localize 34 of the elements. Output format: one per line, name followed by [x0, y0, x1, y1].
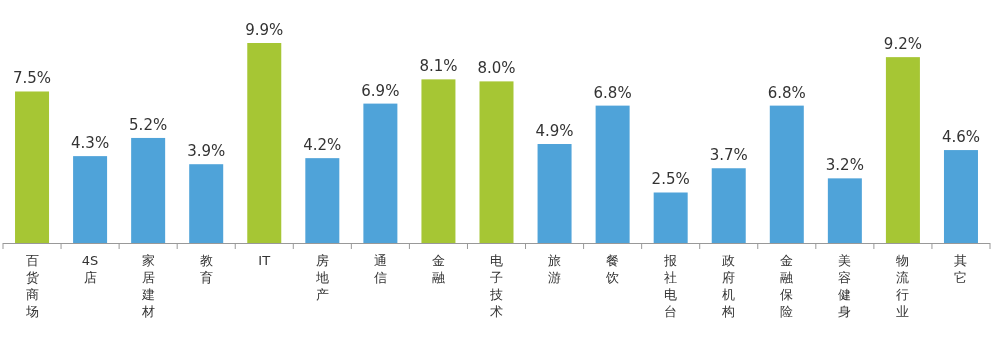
x-tick-label: 其它 [954, 253, 968, 285]
data-label: 9.2% [883, 35, 922, 54]
data-label: 8.0% [477, 59, 516, 78]
data-label: 3.7% [709, 146, 748, 165]
x-tick-label: IT [258, 253, 271, 268]
x-tick-label: 百货商场 [24, 253, 39, 319]
x-tick-label: 报社电台 [663, 253, 678, 319]
data-label: 6.8% [593, 83, 632, 102]
data-label: 4.3% [71, 134, 110, 153]
x-tick-label: 餐饮 [605, 253, 620, 285]
x-tick-label: 4S店 [81, 253, 99, 285]
data-label: 3.2% [825, 156, 864, 175]
x-tick-label: 旅游 [548, 253, 562, 285]
x-tick-label: 金融 [431, 253, 445, 285]
data-label: 5.2% [129, 115, 168, 134]
x-tick-label: 美容健身 [838, 253, 852, 319]
data-label: 2.5% [651, 170, 690, 189]
data-label: 4.9% [535, 122, 574, 141]
data-label: 8.1% [419, 57, 458, 76]
data-label: 7.5% [12, 69, 52, 88]
x-tick-label: 物流行业 [896, 253, 910, 319]
x-tick-label: 家居建材 [140, 253, 155, 319]
data-label: 4.6% [941, 128, 981, 147]
data-label: 3.9% [187, 142, 226, 161]
data-label: 4.2% [303, 136, 342, 155]
data-label: 9.9% [245, 21, 284, 39]
x-tick-label: 金融保险 [780, 253, 794, 319]
data-label: 6.8% [767, 83, 806, 102]
x-tick-label: 教育 [199, 253, 213, 285]
x-tick-label: 通信 [373, 253, 387, 285]
data-label: 6.9% [361, 81, 400, 100]
x-tick-label: 房地产 [314, 253, 329, 302]
x-tick-label: 电子技术 [489, 253, 503, 319]
x-tick-label: 政府机构 [721, 253, 736, 319]
